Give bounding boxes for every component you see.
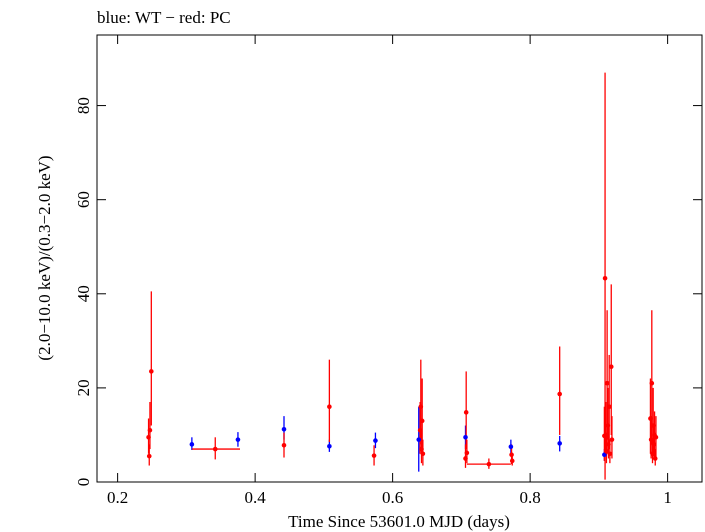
pc-data-point bbox=[327, 404, 332, 410]
pc-data-point bbox=[648, 416, 653, 421]
pc-data-point bbox=[212, 446, 218, 452]
pc-data-point bbox=[147, 427, 153, 433]
wt-data-point bbox=[602, 452, 607, 458]
pc-data-point bbox=[557, 391, 562, 397]
y-tick-label: 20 bbox=[74, 379, 93, 396]
y-tick-label: 40 bbox=[74, 285, 93, 302]
pc-data-point bbox=[606, 404, 612, 410]
wt-data-point bbox=[235, 437, 241, 442]
y-tick-label: 80 bbox=[74, 97, 93, 114]
wt-data-point bbox=[416, 437, 422, 442]
pc-data-point bbox=[609, 437, 615, 442]
y-axis-label: (2.0−10.0 keV)/(0.3−2.0 keV) bbox=[35, 155, 54, 360]
pc-data-point bbox=[464, 450, 470, 456]
pc-data-point bbox=[146, 435, 151, 440]
pc-data-point bbox=[509, 458, 515, 464]
plot-area-frame bbox=[96, 34, 703, 483]
pc-data-point bbox=[602, 275, 608, 281]
error-bars bbox=[147, 72, 657, 480]
pc-data-point bbox=[606, 442, 611, 447]
pc-data-point bbox=[603, 432, 609, 438]
pc-data-point bbox=[281, 442, 287, 448]
pc-data-point bbox=[650, 451, 655, 457]
pc-data-point bbox=[418, 404, 424, 410]
pc-data-point bbox=[419, 418, 425, 424]
pc-data-point bbox=[605, 423, 611, 428]
wt-data-point bbox=[189, 442, 195, 447]
wt-data-point bbox=[508, 444, 514, 450]
pc-data-point bbox=[463, 410, 469, 415]
pc-data-point bbox=[608, 364, 614, 370]
pc-data-point bbox=[648, 437, 654, 442]
pc-data-point bbox=[604, 449, 609, 454]
x-tick-label: 0.4 bbox=[245, 488, 267, 507]
data-points bbox=[146, 275, 659, 467]
x-axis-label: Time Since 53601.0 MJD (days) bbox=[288, 512, 510, 531]
wt-data-point bbox=[373, 438, 378, 443]
pc-data-point bbox=[649, 380, 655, 386]
pc-data-point bbox=[419, 446, 424, 452]
x-tick-label: 1 bbox=[663, 488, 672, 507]
y-tick-label: 0 bbox=[74, 478, 93, 487]
x-tick-label: 0.6 bbox=[382, 488, 403, 507]
pc-data-point bbox=[463, 456, 468, 461]
pc-data-point bbox=[604, 380, 610, 386]
wt-data-point bbox=[463, 435, 468, 440]
pc-data-point bbox=[607, 451, 613, 457]
pc-data-point bbox=[652, 456, 658, 461]
y-tick-label: 60 bbox=[74, 191, 93, 208]
pc-data-point bbox=[417, 427, 423, 433]
pc-data-point bbox=[650, 423, 656, 428]
pc-data-point bbox=[486, 461, 492, 467]
pc-data-point bbox=[509, 452, 514, 458]
wt-data-point bbox=[281, 427, 287, 432]
pc-data-point bbox=[371, 453, 377, 458]
x-tick-label: 0.2 bbox=[107, 488, 128, 507]
pc-data-point bbox=[653, 435, 659, 440]
x-tick-label: 0.8 bbox=[520, 488, 541, 507]
pc-data-point bbox=[149, 369, 154, 374]
wt-data-point bbox=[327, 443, 332, 449]
pc-data-point bbox=[651, 442, 657, 447]
chart-title: blue: WT − red: PC bbox=[97, 8, 231, 27]
wt-data-point bbox=[557, 441, 562, 446]
pc-data-point bbox=[420, 451, 426, 457]
axis-ticks: 0.2 0.4 0.6 0.8 1 0 20 40 60 80 bbox=[74, 35, 702, 507]
pc-data-point bbox=[146, 453, 152, 459]
